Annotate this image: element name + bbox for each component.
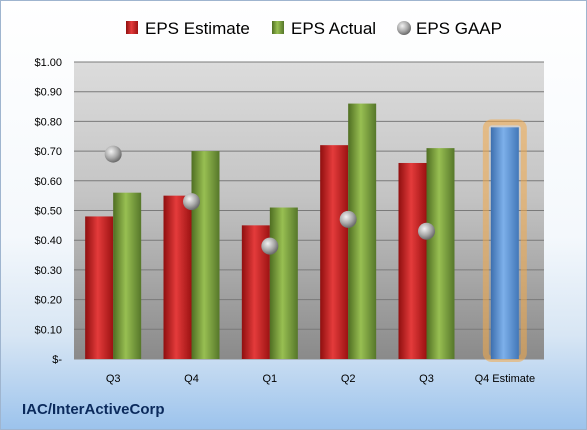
bar-eps-actual [348, 103, 377, 359]
bar-eps-estimate [163, 195, 192, 359]
legend-label-gaap: EPS GAAP [416, 19, 502, 38]
y-tick-label: $0.40 [34, 235, 62, 247]
x-axis-labels: Q3 Q4 Q1 Q2 Q3 Q4 Estimate [106, 373, 535, 385]
bars [85, 103, 527, 362]
x-category-label: Q3 [419, 373, 434, 385]
y-tick-label: $0.10 [34, 324, 62, 336]
y-tick-label: $0.60 [34, 176, 62, 188]
y-tick-label: $0.90 [34, 87, 62, 99]
company-name: IAC/InterActiveCorp [22, 401, 165, 418]
legend-swatch-actual [272, 21, 284, 34]
y-tick-label: $0.50 [34, 206, 62, 218]
point-eps-gaap [339, 210, 357, 228]
bar-forecast-estimate [490, 127, 519, 359]
y-tick-label: $0.30 [34, 265, 62, 277]
y-axis-ticks: $- $0.10 $0.20 $0.30 $0.40 $0.50 $0.60 $0.70 $0.… [34, 57, 62, 366]
legend-label-actual: EPS Actual [291, 19, 376, 38]
x-category-label: Q2 [341, 373, 356, 385]
legend: EPS Estimate EPS Actual EPS GAAP [126, 19, 502, 38]
x-category-label: Q3 [106, 373, 121, 385]
point-eps-gaap [418, 222, 435, 240]
bar-eps-actual [269, 207, 298, 359]
bar-eps-actual [426, 148, 455, 359]
bar-eps-actual [113, 192, 142, 359]
gridlines [74, 61, 544, 330]
legend-swatch-estimate [126, 21, 138, 34]
point-eps-gaap [104, 145, 122, 163]
bar-eps-estimate [320, 145, 349, 359]
legend-swatch-gaap [397, 21, 411, 35]
y-tick-label: $- [52, 354, 62, 366]
x-category-label: Q4 [184, 373, 199, 385]
x-category-label: Q1 [262, 373, 277, 385]
bar-eps-estimate [85, 216, 114, 359]
y-tick-label: $1.00 [34, 57, 62, 69]
y-tick-label: $0.20 [34, 295, 62, 307]
gaap-points [104, 145, 435, 255]
x-category-label: Q4 Estimate [475, 373, 536, 385]
bar-eps-actual [191, 151, 220, 359]
bar-eps-estimate [398, 162, 427, 359]
y-tick-label: $0.80 [34, 116, 62, 128]
y-tick-label: $0.70 [34, 146, 62, 158]
legend-label-estimate: EPS Estimate [145, 19, 250, 38]
point-eps-gaap [261, 237, 279, 255]
point-eps-gaap [183, 193, 200, 211]
